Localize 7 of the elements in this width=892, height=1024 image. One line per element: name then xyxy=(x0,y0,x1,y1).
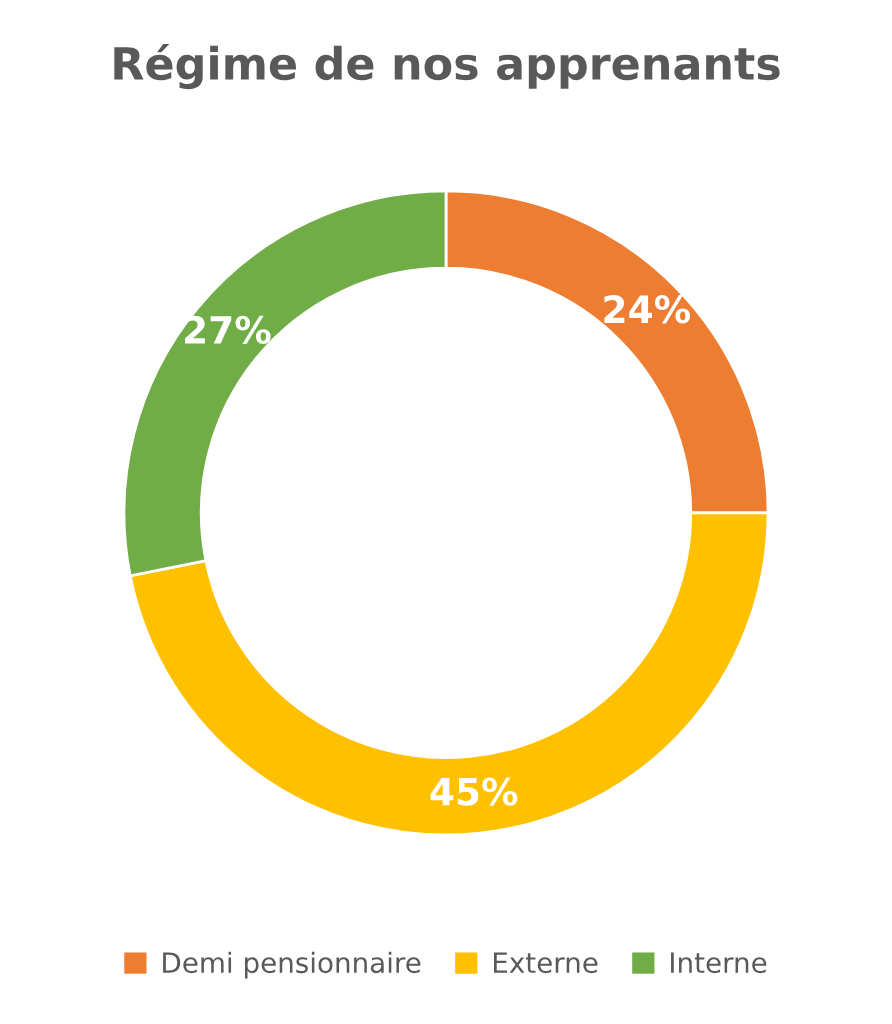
data-label: 27% xyxy=(185,315,271,345)
chart-title: Régime de nos apprenants xyxy=(114,43,780,90)
data-label: 24% xyxy=(604,295,691,324)
legend-label: Interne xyxy=(671,952,767,974)
legend-label: Externe xyxy=(493,952,598,974)
legend-label: Demi pensionnaire xyxy=(163,951,421,979)
data-label: 45% xyxy=(430,777,518,806)
